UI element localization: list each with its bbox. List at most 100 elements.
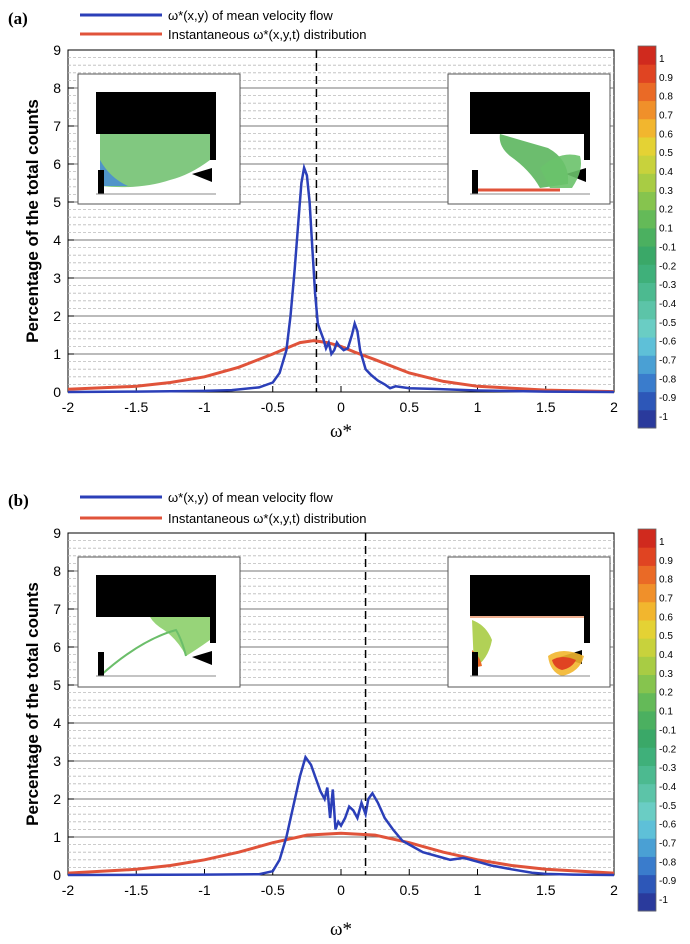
legend-label-instantaneous: Instantaneous ω*(x,y,t) distribution: [168, 511, 367, 526]
colorbar-swatch: [638, 874, 656, 894]
y-tick-label: 9: [53, 42, 61, 58]
colorbar-swatch: [638, 373, 656, 393]
colorbar-tick-label: -0.5: [659, 801, 677, 812]
x-tick-label: 1: [474, 882, 482, 898]
colorbar-tick-label: 0.5: [659, 148, 673, 159]
colorbar-swatch: [638, 209, 656, 229]
inset-contour: [100, 134, 210, 188]
colorbar-tick-label: 0.5: [659, 631, 673, 642]
colorbar-tick-label: -0.6: [659, 820, 677, 831]
colorbar-tick-label: -0.2: [659, 261, 677, 272]
x-tick-label: 1.5: [536, 882, 556, 898]
colorbar-tick-label: 0.9: [659, 556, 673, 567]
colorbar-tick-label: -0.2: [659, 744, 677, 755]
colorbar-tick-label: 0.6: [659, 612, 673, 623]
x-tick-label: 2: [610, 882, 618, 898]
colorbar-tick-label: 0.4: [659, 167, 673, 178]
colorbar-swatch: [638, 820, 656, 839]
colorbar-swatch: [638, 765, 656, 785]
x-tick-label: -1.5: [124, 399, 148, 415]
colorbar-tick-label: 0.4: [659, 650, 673, 661]
x-tick-label: 0.5: [400, 882, 420, 898]
colorbar-swatch: [638, 46, 656, 65]
colorbar-tick-label: 0.8: [659, 575, 673, 586]
x-tick-label: -1: [198, 399, 211, 415]
colorbar-swatch: [638, 692, 656, 712]
inset-a-right: [447, 73, 611, 205]
colorbar-swatch: [638, 601, 656, 621]
colorbar-tick-label: 1: [659, 537, 665, 548]
colorbar-b: 1 0.9 0.8 0.7 0.6 0.5 0.4 0.3 0.2 0.1 -0.1 -0.2 -0.3…: [637, 528, 677, 912]
colorbar-swatch: [638, 783, 656, 803]
colorbar-tick-label: -0.7: [659, 355, 677, 366]
panel-a: (a) ω*(x,y) of mean velocity flow Instan…: [8, 8, 677, 442]
x-tick-label: -1.5: [124, 882, 148, 898]
y-tick-label: 2: [53, 791, 61, 807]
colorbar-tick-label: -0.5: [659, 318, 677, 329]
colorbar-swatch: [638, 264, 656, 283]
x-tick-label: 1: [474, 399, 482, 415]
colorbar-tick-label: 0.3: [659, 669, 673, 680]
series-line-mean-flow-a: [67, 163, 615, 394]
colorbar-a: 1 0.9 0.8 0.7 0.6 0.5 0.4 0.3 0.2 0.1 -0.1 -0.2 -0.3…: [637, 45, 677, 429]
y-tick-label: 5: [53, 677, 61, 693]
inset-a-left: [77, 73, 241, 205]
colorbar-tick-label: -0.9: [659, 393, 677, 404]
x-tick-label: 0.5: [400, 399, 420, 415]
colorbar-swatch: [638, 747, 656, 766]
x-tick-label: -2: [62, 882, 75, 898]
colorbar-swatch: [638, 583, 656, 603]
y-tick-label: 1: [53, 346, 61, 362]
colorbar-tick-label: 0.6: [659, 129, 673, 140]
y-tick-label: 3: [53, 753, 61, 769]
axes-a: -2 -1.5 -1 -0.5 0 0.5 1 1.5 2 0 1 2 3 4 5 6 7 8 9: [53, 42, 618, 415]
y-tick-label: 5: [53, 194, 61, 210]
colorbar-tick-label: 0.1: [659, 224, 673, 235]
x-tick-label: 2: [610, 399, 618, 415]
y-tick-label: 6: [53, 639, 61, 655]
colorbar-swatch: [638, 118, 656, 138]
colorbar-tick-label: 1: [659, 54, 665, 65]
inset-obstacle: [96, 92, 216, 134]
colorbar-tick-label: -0.3: [659, 280, 677, 291]
colorbar-tick-label: -0.4: [659, 299, 677, 310]
x-axis-label-a: ω*: [330, 421, 352, 442]
colorbar-swatch: [638, 155, 656, 174]
legend-label-mean-flow: ω*(x,y) of mean velocity flow: [168, 490, 333, 505]
y-tick-label: 6: [53, 156, 61, 172]
colorbar-swatch: [638, 892, 656, 912]
x-tick-label: -1: [198, 882, 211, 898]
colorbar-swatch: [638, 619, 656, 639]
colorbar-tick-label: 0.2: [659, 688, 673, 699]
colorbar-tick-label: 0.8: [659, 92, 673, 103]
colorbar-swatch: [638, 100, 656, 120]
colorbar-swatch: [638, 529, 656, 548]
y-tick-label: 7: [53, 118, 61, 134]
colorbar-swatch: [638, 710, 656, 730]
colorbar-swatch: [638, 801, 656, 821]
colorbar-tick-label: 0.9: [659, 73, 673, 84]
colorbar-tick-label: -0.8: [659, 857, 677, 868]
colorbar-swatch: [638, 856, 656, 876]
x-tick-label: 1.5: [536, 399, 556, 415]
axes-b: -2 -1.5 -1 -0.5 0 0.5 1 1.5 2 0 1 2 3 4 5 6 7 8 9: [53, 525, 618, 898]
colorbar-tick-label: 0.2: [659, 205, 673, 216]
y-tick-label: 0: [53, 384, 61, 400]
colorbar-swatch: [638, 173, 656, 193]
y-tick-label: 3: [53, 270, 61, 286]
series-line-instantaneous-a: [67, 339, 615, 394]
y-tick-label: 2: [53, 308, 61, 324]
colorbar-swatch: [638, 136, 656, 156]
colorbar-tick-label: -0.4: [659, 782, 677, 793]
colorbar-tick-label: -0.1: [659, 725, 677, 736]
colorbar-tick-label: -0.1: [659, 242, 677, 253]
colorbar-tick-label: 0.7: [659, 594, 673, 605]
y-tick-label: 0: [53, 867, 61, 883]
colorbar-frame: [637, 528, 657, 912]
colorbar-tick-label: -1: [659, 895, 668, 906]
x-tick-label: -2: [62, 399, 75, 415]
y-tick-label: 8: [53, 563, 61, 579]
legend-label-mean-flow: ω*(x,y) of mean velocity flow: [168, 8, 333, 23]
x-tick-label: -0.5: [261, 882, 285, 898]
inset-b-right: [447, 556, 611, 688]
